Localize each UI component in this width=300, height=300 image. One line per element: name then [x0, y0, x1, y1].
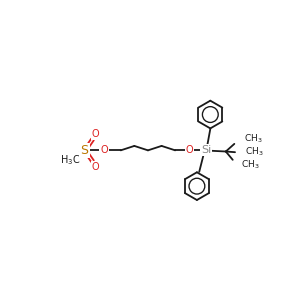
- Text: H$_3$C: H$_3$C: [60, 153, 80, 167]
- Text: O: O: [186, 145, 193, 155]
- Text: O: O: [100, 145, 108, 155]
- Text: S: S: [80, 144, 88, 157]
- Text: CH$_3$: CH$_3$: [241, 159, 260, 171]
- Text: CH$_3$: CH$_3$: [245, 146, 264, 158]
- Text: CH$_3$: CH$_3$: [244, 133, 263, 145]
- Text: O: O: [92, 129, 99, 139]
- Text: O: O: [92, 162, 99, 172]
- Text: Si: Si: [201, 145, 211, 155]
